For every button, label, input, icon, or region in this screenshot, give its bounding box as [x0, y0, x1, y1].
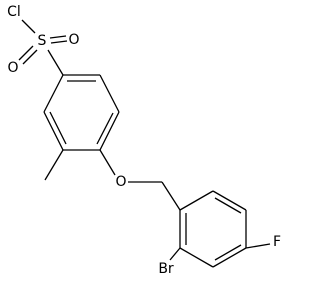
bond: [214, 244, 242, 261]
bond: [161, 181, 181, 211]
bond: [169, 247, 181, 261]
bond: [50, 40, 68, 44]
bond: [43, 111, 64, 151]
molecule-diagram: Cl S O O O Br F: [7, 4, 281, 277]
atom-label: O: [7, 60, 18, 76]
bond: [47, 49, 64, 76]
atom-label: S: [38, 33, 47, 49]
bond: [21, 19, 36, 34]
bond: [49, 35, 67, 39]
atom-label: O: [68, 32, 79, 48]
bond: [179, 247, 214, 268]
bond: [44, 149, 64, 181]
bonds: [18, 19, 271, 268]
bond: [18, 45, 34, 61]
bond: [212, 247, 247, 268]
bond: [214, 197, 242, 214]
bond: [22, 49, 38, 65]
atom-label: Br: [158, 261, 174, 277]
atom-label: Cl: [7, 4, 21, 20]
bond: [179, 190, 214, 211]
bond: [245, 243, 271, 249]
atom-label: F: [273, 234, 281, 250]
bond: [99, 149, 116, 176]
bond: [212, 190, 247, 211]
atom-label: O: [115, 174, 126, 190]
bond: [43, 74, 64, 113]
bond: [96, 112, 114, 145]
bond: [99, 111, 120, 151]
bond: [99, 74, 120, 113]
bond: [49, 111, 67, 145]
